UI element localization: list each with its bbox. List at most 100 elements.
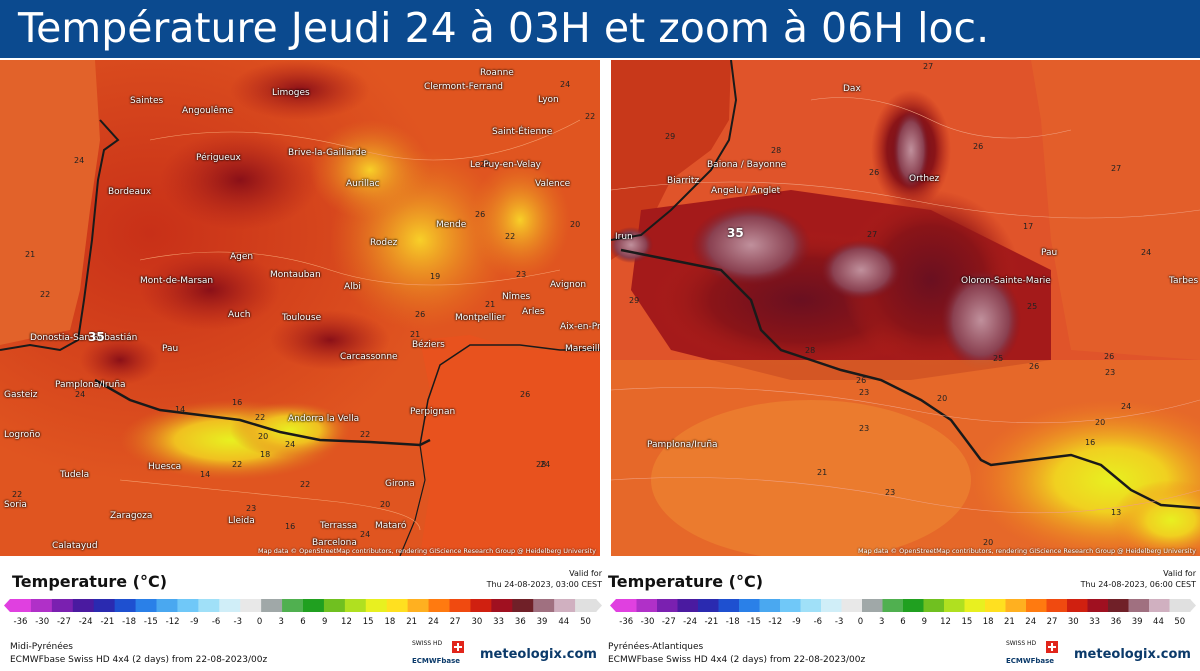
colorbar-tick-label: 36 (1110, 617, 1122, 627)
colorbar-tick-label: 15 (362, 617, 374, 627)
title-bar: Température Jeudi 24 à 03H et zoom à 06H… (0, 0, 1200, 58)
logos: SWISS HD ECMWFbase meteologix.com (412, 640, 602, 668)
temp-value: 20 (937, 394, 948, 403)
temp-value: 22 (360, 430, 371, 439)
colorbar-tick-label: 39 (536, 617, 548, 627)
map-right-temperature-06h-zoom[interactable]: Dax Biarritz Baiona / Bayonne Angelu / A… (611, 60, 1200, 556)
swiss-hd-ecmwf-logo: SWISS HD ECMWFbase (1006, 640, 1066, 668)
temp-value: 22 (232, 460, 243, 469)
colorbar-ticks: -36 -30 -27 -24 -21 -18 -15 -12 -9 -6 -3 0 3 6 9 12 15 18… (0, 617, 606, 629)
colorbar-tick-label: 9 (921, 617, 927, 627)
city-label: Toulouse (282, 313, 322, 323)
colorbar-tick-label: 39 (1131, 617, 1143, 627)
colorbar-tick-label: 15 (961, 617, 973, 627)
meteologix-brand[interactable]: meteologix.com (1074, 647, 1191, 662)
colorbar-segment (1108, 599, 1129, 612)
temp-value: 27 (867, 230, 878, 239)
temp-value: 18 (260, 450, 271, 459)
city-label: Bordeaux (108, 187, 152, 197)
colorbar-tick-label: 33 (493, 617, 505, 627)
colorbar-segment (1169, 599, 1191, 612)
temp-value: 16 (285, 522, 296, 531)
temp-value: 24 (75, 390, 86, 399)
colorbar-segment (677, 599, 699, 612)
temp-value: 19 (430, 272, 441, 281)
map-attribution: Map data © OpenStreetMap contributors, r… (858, 547, 1196, 555)
colorbar-tick-label: -15 (747, 617, 761, 627)
temp-value: 16 (232, 398, 243, 407)
colorbar-tick-label: 3 (878, 617, 885, 627)
swiss-hd-text: SWISS HD (412, 640, 443, 647)
colorbar-segment (93, 599, 116, 612)
colorbar-segment (1067, 599, 1088, 612)
city-label: Béziers (412, 340, 445, 350)
temp-value: 23 (246, 504, 257, 513)
city-label: Irun (615, 232, 633, 242)
city-label: Angelu / Anglet (711, 186, 781, 196)
colorbar-segment (1005, 599, 1027, 612)
temp-value: 28 (805, 346, 816, 355)
colorbar (610, 599, 1196, 612)
colorbar-segment (1046, 599, 1068, 612)
city-label: Pau (162, 344, 179, 354)
colorbar-tick-label: 21 (406, 617, 418, 627)
colorbar-tick-label: -12 (165, 617, 180, 627)
colorbar-segment (1087, 599, 1109, 612)
colorbar-segment (323, 599, 346, 612)
colorbar-segment (780, 599, 801, 612)
colorbar-segment (657, 599, 678, 612)
valid-time: Thu 24-08-2023, 06:00 CEST (1080, 580, 1196, 589)
temp-value: 22 (480, 160, 491, 169)
temp-value: 21 (485, 300, 496, 309)
city-label: Tudela (60, 470, 90, 480)
colorbar-tick-label: 33 (1089, 617, 1101, 627)
ecmwf-text: ECMWFbase (412, 657, 461, 665)
city-label: Le Puy-en-Velay (470, 160, 541, 170)
colorbar-segment (1128, 599, 1150, 612)
temp-value: 24 (1141, 248, 1152, 257)
map-left-background (0, 60, 600, 556)
temp-value: 26 (856, 376, 867, 385)
temp-value: 26 (869, 168, 880, 177)
colorbar-tick-label: 27 (449, 617, 461, 627)
map-left-temperature-03h[interactable]: Roanne Saintes Angoulême Limoges Clermon… (0, 60, 600, 556)
temp-value: 20 (983, 538, 994, 547)
colorbar-tick-label: 30 (471, 617, 483, 627)
colorbar-segment (344, 599, 367, 612)
colorbar-segment (386, 599, 409, 612)
temp-value: 22 (585, 112, 596, 121)
city-label: Avignon (550, 280, 587, 290)
city-label: Aix-en-Prove (560, 322, 600, 332)
city-label: Andorra la Vella (288, 414, 360, 424)
temp-value: 27 (923, 62, 934, 71)
colorbar (4, 599, 602, 612)
colorbar-tick-label: 44 (558, 617, 570, 627)
colorbar-segment (800, 599, 822, 612)
colorbar-tick-label: 27 (1046, 617, 1058, 627)
temp-value: 25 (1027, 302, 1038, 311)
temp-value: 28 (536, 460, 547, 469)
swiss-flag-icon (1046, 641, 1058, 653)
city-label: Oloron-Sainte-Marie (961, 276, 1051, 286)
city-label: Logroño (4, 430, 41, 440)
temp-value: 23 (516, 270, 527, 279)
temp-value: 26 (1104, 352, 1115, 361)
city-label: Brive-la-Gaillarde (288, 148, 367, 158)
city-label: Arles (522, 307, 545, 317)
colorbar-segment (72, 599, 95, 612)
swiss-flag-icon (452, 641, 464, 653)
colorbar-segment (739, 599, 760, 612)
colorbar-segment (428, 599, 450, 612)
colorbar-segment (964, 599, 986, 612)
temp-value: 24 (540, 460, 551, 469)
temp-value: 26 (520, 390, 531, 399)
meteologix-brand[interactable]: meteologix.com (480, 647, 597, 662)
city-label: Barcelona (312, 538, 357, 548)
temp-value: 23 (859, 388, 870, 397)
temp-value: 22 (255, 413, 266, 422)
ecmwf-text: ECMWFbase (1006, 657, 1055, 665)
colorbar-segment (862, 599, 883, 612)
colorbar-arrow-right (1190, 599, 1196, 612)
temp-value: 29 (665, 132, 676, 141)
temp-value: 24 (560, 80, 571, 89)
